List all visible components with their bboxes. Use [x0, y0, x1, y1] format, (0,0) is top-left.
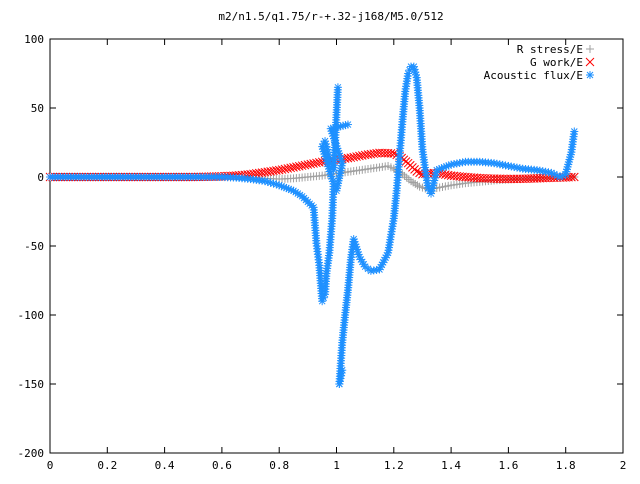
x-tick-label: 0.4: [155, 459, 175, 472]
data-point: [344, 121, 352, 129]
data-point: [334, 83, 342, 91]
x-tick-label: 1.4: [441, 459, 461, 472]
x-tick-label: 0: [47, 459, 54, 472]
y-tick-label: -200: [18, 447, 45, 460]
x-tick-label: 2: [620, 459, 627, 472]
x-tick-label: 0.8: [269, 459, 289, 472]
y-tick-label: 0: [37, 171, 44, 184]
data-point: [318, 297, 326, 305]
x-tick-label: 1.2: [384, 459, 404, 472]
y-tick-label: -150: [18, 378, 45, 391]
y-tick-label: -50: [24, 240, 44, 253]
legend-label: Acoustic flux/E: [484, 69, 583, 82]
data-point: [404, 70, 412, 78]
legend-label: G work/E: [530, 56, 583, 69]
x-tick-label: 0.6: [212, 459, 232, 472]
y-tick-label: 100: [24, 33, 44, 46]
x-tick-label: 1: [333, 459, 340, 472]
data-point: [320, 294, 328, 302]
data-point: [335, 380, 343, 388]
legend-marker: [586, 71, 594, 79]
scatter-chart: m2/n1.5/q1.75/r-+.32-j168/M5.0/512 0 0.2 0…: [0, 0, 640, 480]
chart-container: m2/n1.5/q1.75/r-+.32-j168/M5.0/512 0 0.2 0…: [0, 0, 640, 480]
y-tick-label: -100: [18, 309, 45, 322]
data-point: [570, 127, 578, 135]
x-tick-label: 1.8: [556, 459, 576, 472]
x-tick-label: 1.6: [498, 459, 518, 472]
chart-title: m2/n1.5/q1.75/r-+.32-j168/M5.0/512: [218, 10, 443, 23]
legend-label: R stress/E: [517, 43, 583, 56]
y-tick-label: 50: [31, 102, 44, 115]
x-tick-label: 0.2: [97, 459, 117, 472]
